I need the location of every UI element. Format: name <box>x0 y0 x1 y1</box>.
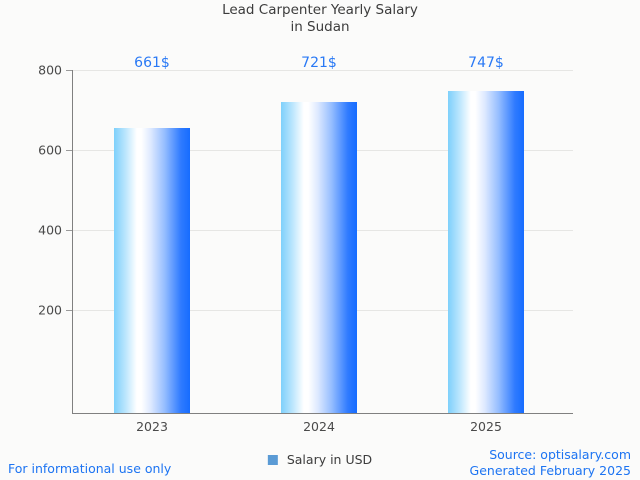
y-tick-mark-200 <box>66 310 72 311</box>
disclaimer-text: For informational use only <box>8 461 172 476</box>
legend-item-label: Salary in USD <box>286 452 373 467</box>
y-tick-label-600: 600 <box>38 142 62 158</box>
y-tick-mark-800 <box>66 70 72 71</box>
y-tick-label-800: 800 <box>38 62 62 78</box>
chart-legend[interactable]: Salary in USD <box>261 450 379 469</box>
x-tick-label-2023: 2023 <box>136 419 168 434</box>
y-tick-label-200: 200 <box>38 302 62 318</box>
y-tick-label-400: 400 <box>38 222 62 238</box>
value-label-2025: 747$ <box>468 55 504 71</box>
bar-2024[interactable] <box>281 102 357 413</box>
y-axis-line <box>72 70 73 414</box>
gridline-800 <box>72 70 573 71</box>
value-label-2023: 661$ <box>134 55 170 71</box>
source-text: Source: optisalary.com <box>489 447 631 462</box>
chart-title: Lead Carpenter Yearly Salary in Sudan <box>0 2 640 36</box>
legend-swatch-icon <box>267 454 278 465</box>
source-credit: Source: optisalary.com Generated Februar… <box>470 447 631 479</box>
x-axis-line <box>72 413 573 414</box>
generated-text: Generated February 2025 <box>469 463 631 478</box>
chart-title-line-2: in Sudan <box>290 19 350 35</box>
value-label-2024: 721$ <box>301 55 337 71</box>
x-tick-label-2024: 2024 <box>303 419 335 434</box>
bar-2025[interactable] <box>448 91 524 413</box>
bar-2023[interactable] <box>114 128 190 413</box>
y-tick-mark-400 <box>66 230 72 231</box>
plot-area <box>72 70 573 413</box>
chart-title-line-1: Lead Carpenter Yearly Salary <box>222 2 418 18</box>
y-tick-mark-600 <box>66 150 72 151</box>
x-tick-label-2025: 2025 <box>470 419 502 434</box>
